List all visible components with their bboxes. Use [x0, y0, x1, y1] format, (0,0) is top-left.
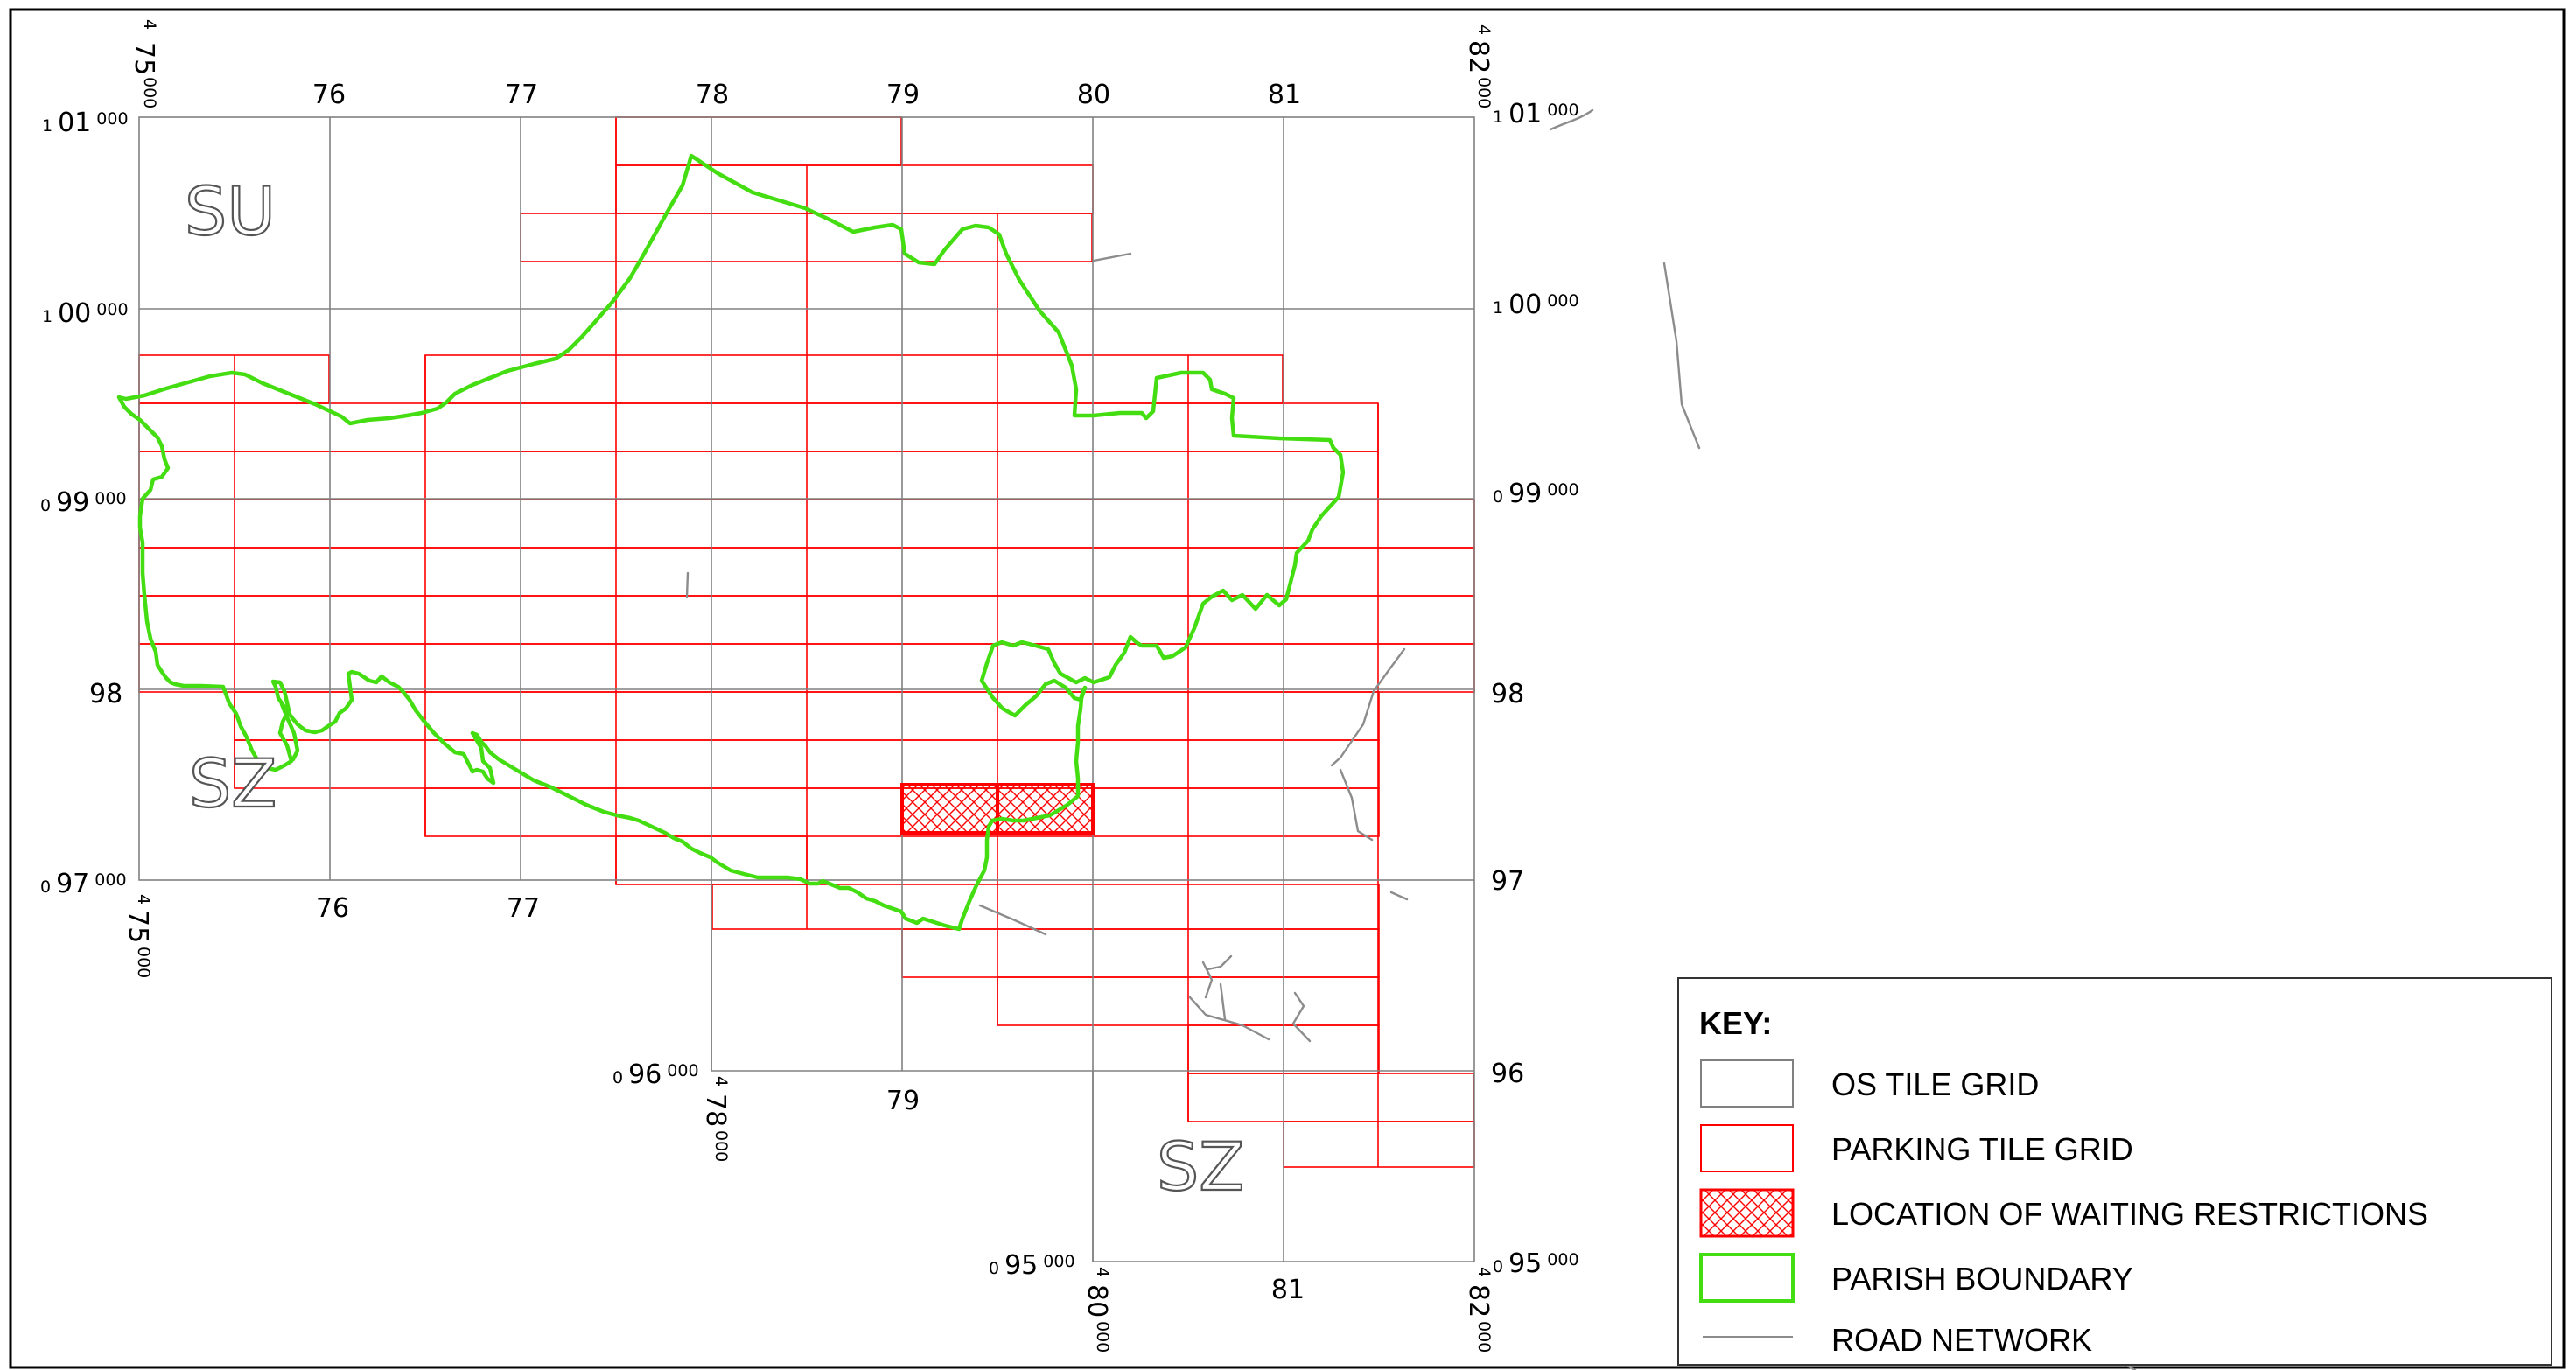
- svg-text:75: 75: [122, 910, 153, 943]
- svg-text:98: 98: [1491, 679, 1524, 709]
- zone-label-sz-west: SZ: [189, 744, 276, 822]
- svg-text:82: 82: [1463, 40, 1494, 73]
- key-label-waiting-restrictions: LOCATION OF WAITING RESTRICTIONS: [1831, 1196, 2428, 1232]
- parking-tile-grid: [138, 116, 1475, 1168]
- svg-text:97: 97: [1491, 866, 1524, 897]
- svg-text:000: 000: [1474, 1321, 1494, 1353]
- svg-text:81: 81: [1268, 80, 1301, 110]
- key-swatch-parking-grid: [1700, 1124, 1794, 1172]
- svg-text:4: 4: [711, 1076, 731, 1087]
- svg-text:000: 000: [134, 947, 153, 978]
- key-label-road-network: ROAD NETWORK: [1831, 1322, 2092, 1358]
- svg-text:82: 82: [1463, 1284, 1494, 1318]
- key-label-os-grid: OS TILE GRID: [1831, 1066, 2039, 1102]
- svg-text:96: 96: [1491, 1059, 1524, 1089]
- svg-text:4: 4: [1474, 24, 1494, 35]
- top-axis-labels: 4 75 000 76 77 78 79 80 81 4 82 000: [129, 19, 1494, 110]
- svg-text:4: 4: [134, 894, 153, 905]
- waiting-restrictions-area: [900, 783, 1095, 835]
- svg-text:75: 75: [129, 42, 159, 75]
- key-swatch-waiting-restrictions: [1699, 1188, 1795, 1238]
- key-swatch-os-grid: [1700, 1059, 1794, 1108]
- svg-text:4: 4: [1474, 1267, 1494, 1277]
- bottom-axis-labels: 4 75 000 76 77 0 96 000 4 78 000 79 0 95 000…: [122, 893, 1494, 1353]
- key-label-parish-boundary: PARISH BOUNDARY: [1831, 1261, 2133, 1297]
- zone-label-su: SU: [185, 172, 276, 250]
- svg-text:000: 000: [711, 1130, 731, 1162]
- road-network: [685, 108, 2137, 1370]
- key-swatch-parish-boundary: [1699, 1253, 1795, 1303]
- svg-text:000: 000: [1474, 77, 1494, 108]
- key-label-parking-grid: PARKING TILE GRID: [1831, 1131, 2133, 1167]
- svg-text:98: 98: [89, 679, 122, 709]
- svg-text:4: 4: [140, 19, 159, 30]
- key-title: KEY:: [1699, 1005, 1772, 1041]
- svg-text:81: 81: [1271, 1275, 1305, 1305]
- svg-text:77: 77: [505, 80, 538, 110]
- right-axis-labels: 1 01 000 1 00 000 0 99 000 98 97 96 0 95 000: [1491, 99, 1579, 1279]
- svg-text:79: 79: [886, 80, 920, 110]
- svg-text:4: 4: [1093, 1267, 1112, 1277]
- svg-text:77: 77: [507, 893, 540, 924]
- svg-text:78: 78: [696, 80, 729, 110]
- svg-text:76: 76: [316, 893, 349, 924]
- svg-text:80: 80: [1077, 80, 1110, 110]
- svg-text:000: 000: [1093, 1321, 1112, 1353]
- svg-text:78: 78: [700, 1094, 731, 1127]
- svg-text:000: 000: [140, 77, 159, 108]
- svg-text:80: 80: [1082, 1284, 1112, 1318]
- svg-text:79: 79: [886, 1086, 920, 1116]
- map-frame: [9, 8, 2566, 1369]
- left-axis-labels: 1 01 000 1 00 000 0 99 000 98 0 97 000: [40, 108, 129, 899]
- svg-text:76: 76: [312, 80, 346, 110]
- zone-label-sz-south: SZ: [1157, 1128, 1244, 1206]
- map-key: KEY: OS TILE GRID PARKING TILE GRID LOCA…: [1677, 977, 2552, 1366]
- parish-boundary: [116, 153, 1346, 932]
